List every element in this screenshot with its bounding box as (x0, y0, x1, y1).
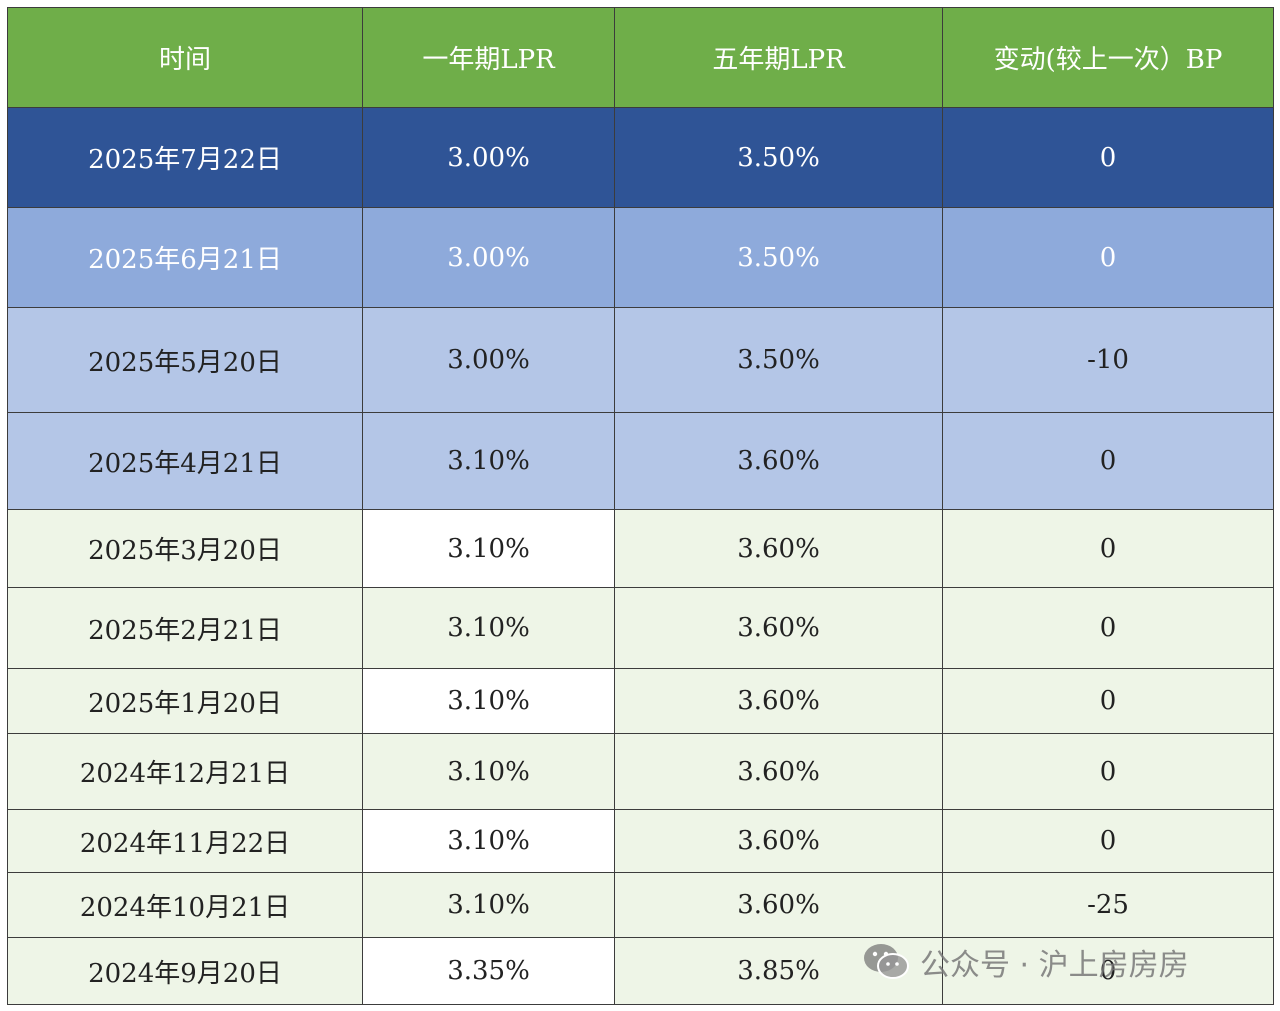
cell-lpr-1y: 3.10% (362, 412, 615, 510)
table-row: 2025年5月20日 3.00% 3.50% -10 (7, 307, 1274, 413)
table-row: 2025年6月21日 3.00% 3.50% 0 (7, 207, 1274, 308)
table-header-row: 时间 一年期LPR 五年期LPR 变动(较上一次）BP (7, 7, 1274, 108)
header-bp-change: 变动(较上一次）BP (942, 7, 1274, 108)
lpr-table-container: 时间 一年期LPR 五年期LPR 变动(较上一次）BP 2025年7月22日 3… (7, 7, 1274, 1005)
cell-lpr-5y: 3.60% (614, 509, 943, 588)
cell-bp: 0 (942, 107, 1274, 208)
cell-bp: 0 (942, 937, 1274, 1005)
cell-date: 2025年2月21日 (7, 587, 363, 669)
header-lpr-1y: 一年期LPR (362, 7, 615, 108)
table-row: 2025年2月21日 3.10% 3.60% 0 (7, 587, 1274, 669)
table-row: 2024年11月22日 3.10% 3.60% 0 (7, 809, 1274, 873)
cell-date: 2024年9月20日 (7, 937, 363, 1005)
cell-date: 2025年1月20日 (7, 668, 363, 734)
cell-lpr-1y: 3.10% (362, 668, 615, 734)
cell-bp: -10 (942, 307, 1274, 413)
cell-date: 2025年4月21日 (7, 412, 363, 510)
cell-lpr-1y: 3.35% (362, 937, 615, 1005)
cell-lpr-1y: 3.10% (362, 733, 615, 810)
table-row: 2025年1月20日 3.10% 3.60% 0 (7, 668, 1274, 734)
cell-date: 2024年11月22日 (7, 809, 363, 873)
cell-lpr-1y: 3.10% (362, 509, 615, 588)
cell-lpr-1y: 3.00% (362, 207, 615, 308)
cell-bp: 0 (942, 668, 1274, 734)
cell-bp: 0 (942, 809, 1274, 873)
cell-lpr-5y: 3.60% (614, 809, 943, 873)
wechat-icon (862, 942, 910, 982)
cell-lpr-1y: 3.00% (362, 107, 615, 208)
table-row: 2024年10月21日 3.10% 3.60% -25 (7, 872, 1274, 938)
cell-lpr-5y: 3.50% (614, 207, 943, 308)
cell-bp: 0 (942, 207, 1274, 308)
cell-date: 2025年5月20日 (7, 307, 363, 413)
cell-lpr-5y: 3.60% (614, 412, 943, 510)
table-row: 2025年7月22日 3.00% 3.50% 0 (7, 107, 1274, 208)
cell-lpr-1y: 3.10% (362, 587, 615, 669)
cell-bp: 0 (942, 587, 1274, 669)
cell-lpr-5y: 3.50% (614, 307, 943, 413)
table-row: 2025年4月21日 3.10% 3.60% 0 (7, 412, 1274, 510)
lpr-table: 时间 一年期LPR 五年期LPR 变动(较上一次）BP 2025年7月22日 3… (7, 7, 1274, 1005)
cell-date: 2024年10月21日 (7, 872, 363, 938)
cell-lpr-5y: 3.60% (614, 668, 943, 734)
cell-bp: -25 (942, 872, 1274, 938)
cell-bp: 0 (942, 509, 1274, 588)
cell-bp: 0 (942, 412, 1274, 510)
table-row: 2025年3月20日 3.10% 3.60% 0 (7, 509, 1274, 588)
cell-date: 2025年3月20日 (7, 509, 363, 588)
cell-lpr-5y: 3.50% (614, 107, 943, 208)
cell-bp: 0 (942, 733, 1274, 810)
cell-lpr-1y: 3.10% (362, 809, 615, 873)
cell-date: 2025年6月21日 (7, 207, 363, 308)
watermark-text: 公众号 · 沪上房房房 (920, 948, 1189, 983)
cell-lpr-1y: 3.10% (362, 872, 615, 938)
header-lpr-5y: 五年期LPR (614, 7, 943, 108)
table-row: 2024年12月21日 3.10% 3.60% 0 (7, 733, 1274, 810)
header-date: 时间 (7, 7, 363, 108)
cell-date: 2024年12月21日 (7, 733, 363, 810)
cell-lpr-1y: 3.00% (362, 307, 615, 413)
cell-lpr-5y: 3.60% (614, 872, 943, 938)
cell-date: 2025年7月22日 (7, 107, 363, 208)
cell-lpr-5y: 3.60% (614, 587, 943, 669)
cell-lpr-5y: 3.60% (614, 733, 943, 810)
watermark: 公众号 · 沪上房房房 (862, 940, 1189, 984)
